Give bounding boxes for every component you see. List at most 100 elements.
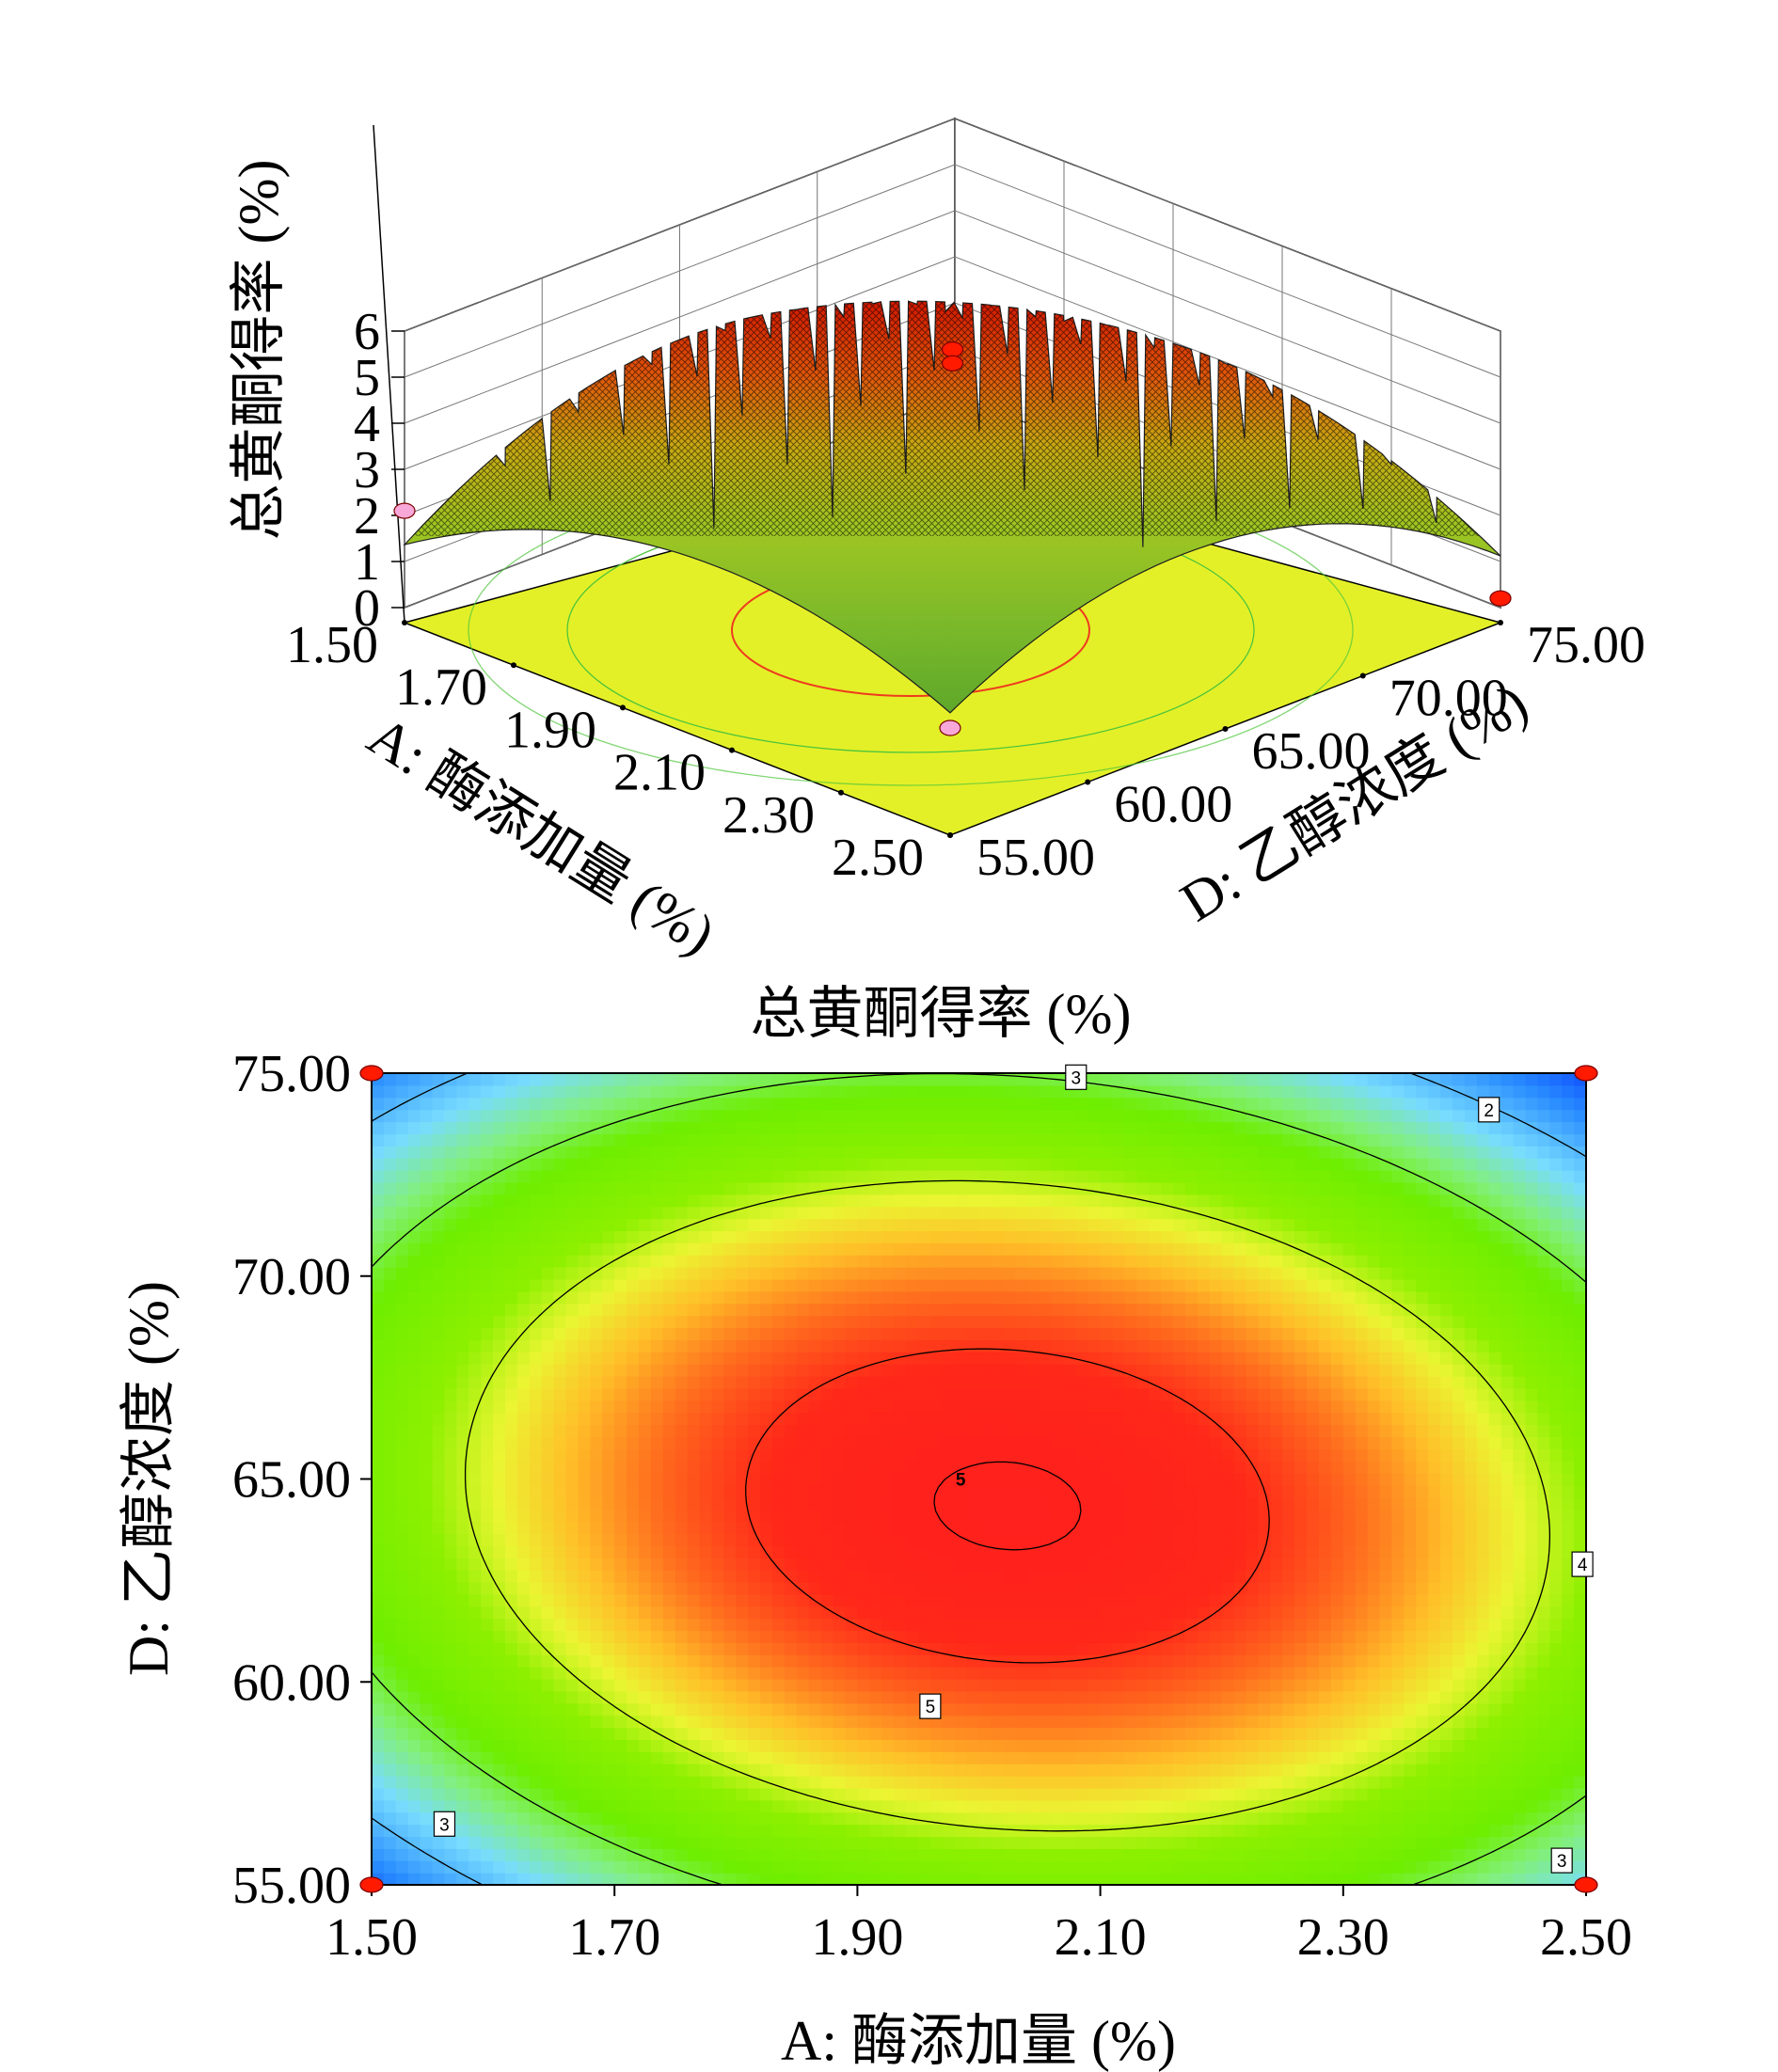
heatmap-cell [711, 1387, 724, 1401]
heatmap-cell [1221, 1073, 1235, 1086]
heatmap-cell [845, 1836, 858, 1849]
heatmap-cell [650, 1581, 664, 1595]
heatmap-cell [675, 1133, 689, 1147]
heatmap-cell [845, 1848, 858, 1861]
heatmap-cell [1197, 1654, 1211, 1668]
heatmap-cell [760, 1376, 773, 1389]
heatmap-cell [1149, 1484, 1162, 1498]
heatmap-cell [578, 1181, 591, 1195]
heatmap-cell [711, 1412, 724, 1426]
heatmap-cell [784, 1303, 798, 1317]
heatmap-cell [444, 1715, 457, 1729]
heatmap-cell [736, 1242, 749, 1256]
heatmap-cell [1149, 1679, 1162, 1692]
heatmap-cell [978, 1824, 992, 1838]
heatmap-cell [748, 1242, 761, 1256]
heatmap-cell [1136, 1727, 1150, 1741]
heatmap-cell [468, 1727, 482, 1741]
heatmap-cell [639, 1618, 652, 1632]
heatmap-cell [833, 1412, 847, 1426]
heatmap-cell [456, 1267, 469, 1280]
heatmap-cell [1100, 1702, 1114, 1716]
heatmap-cell [808, 1533, 822, 1546]
heatmap-cell [1087, 1097, 1102, 1111]
heatmap-cell [1221, 1654, 1235, 1668]
heatmap-cell [1100, 1642, 1114, 1655]
heatmap-cell [942, 1848, 956, 1861]
heatmap-cell [857, 1509, 870, 1523]
heatmap-cell [796, 1605, 810, 1620]
heatmap-cell [505, 1630, 518, 1643]
heatmap-cell [407, 1811, 421, 1826]
a-tick-label: 1.50 [286, 616, 378, 674]
heatmap-cell [602, 1702, 615, 1716]
heatmap-cell [614, 1679, 627, 1692]
heatmap-cell [578, 1484, 591, 1498]
heatmap-cell [1149, 1412, 1162, 1426]
heatmap-cell [1233, 1376, 1247, 1389]
heatmap-cell [1124, 1339, 1137, 1352]
heatmap-cell [1003, 1412, 1016, 1426]
heatmap-cell [383, 1558, 397, 1571]
heatmap-cell [954, 1764, 968, 1777]
heatmap-cell [894, 1327, 907, 1340]
heatmap-cell [1027, 1642, 1040, 1655]
heatmap-cell [954, 1170, 968, 1183]
heatmap-cell [395, 1121, 409, 1134]
heatmap-cell [420, 1387, 434, 1401]
heatmap-cell [929, 1605, 944, 1620]
heatmap-cell [1173, 1121, 1186, 1134]
heatmap-cell [857, 1776, 870, 1789]
heatmap-cell [372, 1084, 385, 1099]
heatmap-cell [845, 1339, 858, 1352]
heatmap-cell [906, 1605, 919, 1620]
heatmap-cell [1100, 1364, 1114, 1377]
heatmap-cell [687, 1727, 701, 1741]
heatmap-cell [590, 1278, 603, 1292]
heatmap-cell [699, 1484, 713, 1498]
heatmap-cell [1087, 1521, 1102, 1535]
heatmap-cell [1124, 1727, 1137, 1741]
heatmap-cell [650, 1787, 664, 1801]
heatmap-cell [395, 1824, 409, 1838]
heatmap-cell [687, 1352, 701, 1365]
heatmap-cell [881, 1278, 895, 1292]
heatmap-cell [1100, 1739, 1114, 1752]
heatmap-cell [1051, 1630, 1065, 1643]
heatmap-cell [942, 1558, 956, 1571]
heatmap-cell [1258, 1873, 1271, 1885]
heatmap-cell [1015, 1109, 1028, 1123]
heatmap-cell [1197, 1776, 1211, 1789]
heatmap-cell [627, 1170, 640, 1183]
heatmap-cell [954, 1109, 968, 1123]
heatmap-cell [662, 1764, 676, 1777]
heatmap-cell [1040, 1873, 1053, 1885]
heatmap-cell [553, 1787, 567, 1801]
heatmap-cell [723, 1521, 737, 1535]
heatmap-cell [578, 1424, 591, 1438]
heatmap-cell [1100, 1387, 1114, 1401]
heatmap-cell [796, 1387, 810, 1401]
heatmap-cell [1161, 1376, 1174, 1389]
heatmap-cell [1136, 1218, 1150, 1232]
heatmap-cell [1161, 1558, 1174, 1571]
heatmap-cell [432, 1327, 446, 1340]
heatmap-cell [1184, 1461, 1199, 1474]
heatmap-cell [541, 1873, 555, 1885]
heatmap-cell [869, 1218, 882, 1232]
heatmap-cell [1063, 1630, 1077, 1643]
heatmap-cell [505, 1642, 518, 1655]
heatmap-cell [481, 1630, 494, 1643]
heatmap-cell [820, 1715, 834, 1729]
heatmap-cell [432, 1303, 446, 1317]
heatmap-cell [1136, 1593, 1150, 1607]
heatmap-cell [1003, 1327, 1016, 1340]
heatmap-cell [565, 1533, 579, 1546]
heatmap-cell [1063, 1097, 1077, 1111]
heatmap-cell [857, 1146, 870, 1159]
heatmap-cell [675, 1824, 689, 1838]
heatmap-cell [1040, 1448, 1053, 1462]
heatmap-cell [541, 1436, 555, 1449]
heatmap-cell [942, 1570, 956, 1583]
heatmap-cell [723, 1509, 737, 1523]
